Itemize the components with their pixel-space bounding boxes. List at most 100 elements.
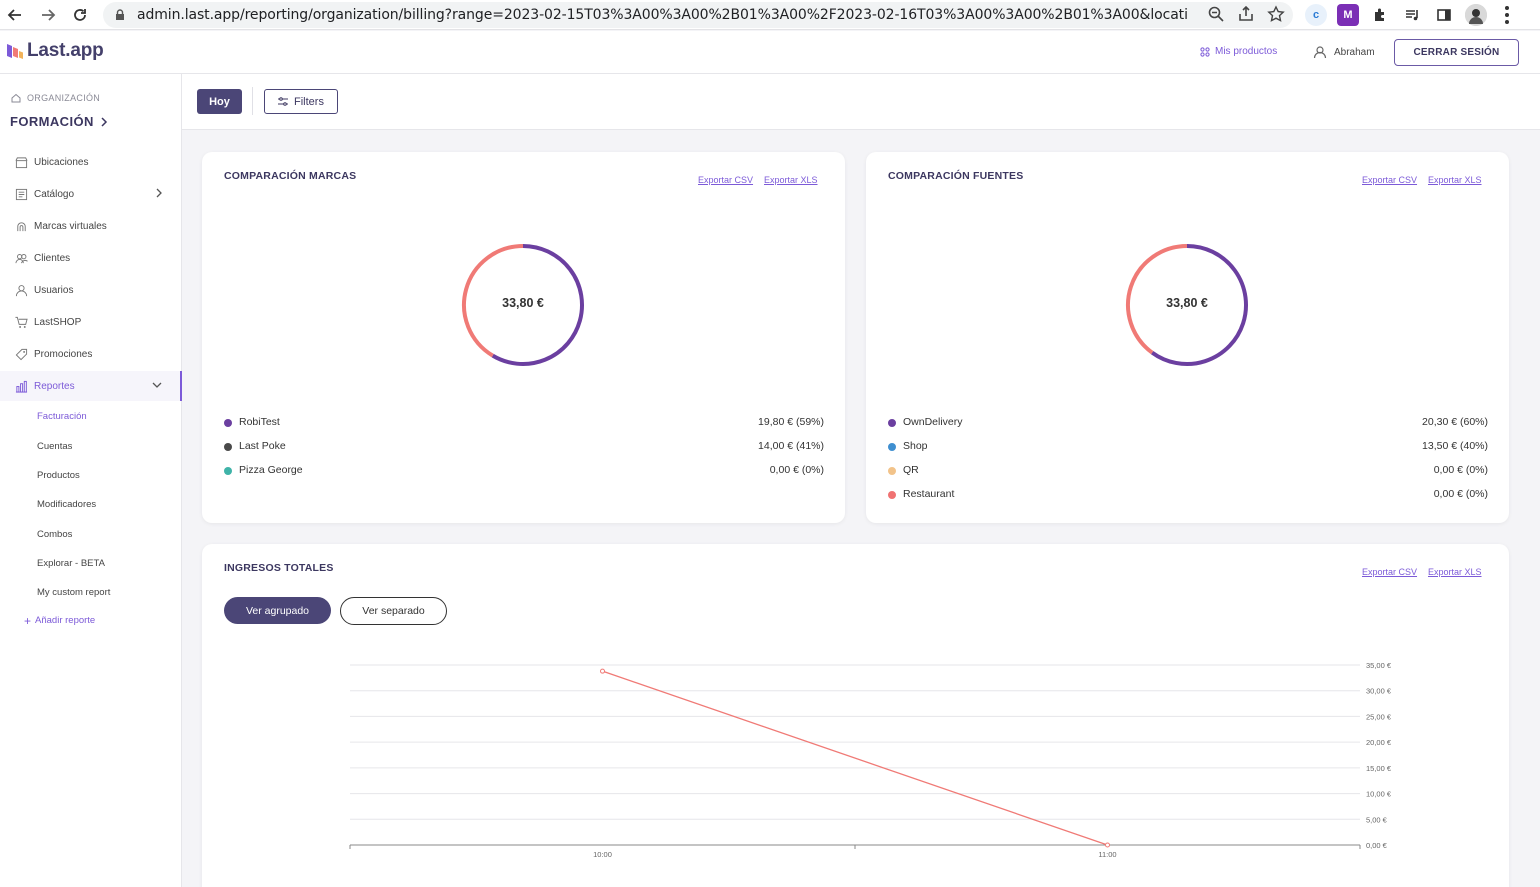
- donut-total: 33,80 €: [1166, 296, 1208, 310]
- legend-item: Shop 13,50 € (40%): [888, 440, 1488, 454]
- reload-icon[interactable]: [65, 0, 95, 30]
- star-icon[interactable]: [1267, 5, 1285, 23]
- media-icon[interactable]: [1401, 4, 1423, 26]
- zoom-icon[interactable]: [1207, 5, 1225, 23]
- legend-dot: [224, 467, 232, 475]
- org-selector[interactable]: FORMACIÓN: [10, 114, 108, 129]
- legend-item: OwnDelivery 20,30 € (60%): [888, 416, 1488, 430]
- my-products-label: Mis productos: [1215, 46, 1278, 57]
- extension-m-icon[interactable]: M: [1337, 4, 1359, 26]
- sidebar-item-ubicaciones[interactable]: Ubicaciones: [0, 147, 182, 177]
- sidebar-item-label: Ubicaciones: [34, 156, 89, 168]
- user-icon: [1313, 46, 1327, 59]
- store-icon: [14, 155, 28, 169]
- sidebar-item-promociones[interactable]: Promociones: [0, 339, 182, 369]
- donut-slice-owndelivery: [1150, 244, 1248, 366]
- sidebar: ORGANIZACIÓN FORMACIÓN Ubicaciones Catál…: [0, 74, 182, 887]
- filters-button[interactable]: Filters: [264, 89, 338, 114]
- plus-icon: +: [24, 613, 32, 628]
- legend-name: Pizza George: [239, 464, 303, 476]
- legend-item: RobiTest 19,80 € (59%): [224, 416, 824, 430]
- y-tick-label: 15,00 €: [1366, 764, 1392, 773]
- brands-donut-chart: [462, 244, 584, 366]
- my-products-link[interactable]: Mis productos: [1200, 46, 1277, 57]
- grid-icon: [1200, 46, 1210, 57]
- export-csv-link[interactable]: Exportar CSV: [1362, 175, 1418, 185]
- chevron-right-icon: [156, 188, 162, 198]
- extension-c-icon[interactable]: c: [1305, 4, 1327, 26]
- sidebar-subitem-explorar[interactable]: Explorar - BETA: [37, 558, 105, 569]
- back-icon[interactable]: [0, 0, 30, 30]
- puzzle-icon[interactable]: [1369, 4, 1391, 26]
- x-tick-label: 10:00: [593, 850, 612, 859]
- sidebar-item-label: LastSHOP: [34, 316, 82, 328]
- user-icon: [14, 283, 28, 297]
- sidebar-subitem-facturacion[interactable]: Facturación: [37, 411, 87, 422]
- export-csv-link[interactable]: Exportar CSV: [698, 175, 754, 185]
- sidebar-item-marcas-virtuales[interactable]: Marcas virtuales: [0, 211, 182, 241]
- logo[interactable]: Last.app: [6, 40, 104, 62]
- y-tick-label: 30,00 €: [1366, 687, 1392, 696]
- export-xls-link[interactable]: Exportar XLS: [1428, 175, 1482, 185]
- browser-menu-icon[interactable]: [1497, 4, 1517, 26]
- view-separate-button[interactable]: Ver separado: [340, 597, 447, 625]
- export-csv-link[interactable]: Exportar CSV: [1362, 567, 1418, 577]
- sidebar-subitem-cuentas[interactable]: Cuentas: [37, 441, 73, 452]
- legend-dot: [224, 419, 232, 427]
- sidebar-subitem-combos[interactable]: Combos: [37, 529, 73, 540]
- sliders-icon: [278, 97, 289, 106]
- add-report-button[interactable]: + Añadir reporte: [24, 613, 96, 628]
- sidebar-item-usuarios[interactable]: Usuarios: [0, 275, 182, 305]
- cart-icon: [14, 315, 28, 329]
- add-report-label: Añadir reporte: [35, 615, 96, 626]
- url-text: admin.last.app/reporting/organization/bi…: [137, 7, 1187, 23]
- sources-donut-chart: [1126, 244, 1248, 366]
- home-icon: [11, 93, 21, 103]
- sidebar-item-reportes[interactable]: Reportes: [0, 371, 182, 401]
- export-xls-link[interactable]: Exportar XLS: [1428, 567, 1482, 577]
- income-line-chart: 0,00 € 5,00 € 10,00 € 15,00 € 20,00 € 25,00 €…: [349, 661, 1392, 859]
- legend-item: Pizza George 0,00 € (0%): [224, 464, 824, 478]
- sources-comparison-card: COMPARACIÓN FUENTES Exportar CSV Exporta…: [866, 152, 1509, 523]
- logo-text: Last.app: [27, 40, 104, 61]
- export-xls-link[interactable]: Exportar XLS: [764, 175, 818, 185]
- view-grouped-button[interactable]: Ver agrupado: [224, 597, 331, 624]
- sidebar-subitem-custom-report[interactable]: My custom report: [37, 587, 111, 598]
- legend-value: 0,00 € (0%): [1433, 464, 1488, 476]
- y-tick-label: 0,00 €: [1366, 841, 1388, 850]
- users-icon: [14, 251, 28, 265]
- user-menu[interactable]: Abraham: [1313, 45, 1375, 59]
- divider: [252, 87, 253, 115]
- share-icon[interactable]: [1237, 5, 1255, 23]
- address-bar[interactable]: admin.last.app/reporting/organization/bi…: [103, 2, 1293, 28]
- legend-value: 19,80 € (59%): [758, 416, 824, 428]
- sidepanel-icon[interactable]: [1433, 4, 1455, 26]
- legend-dot: [888, 467, 896, 475]
- sidebar-item-catalogo[interactable]: Catálogo: [0, 179, 182, 209]
- series-line: [602, 670, 1108, 846]
- sidebar-item-clientes[interactable]: Clientes: [0, 243, 182, 273]
- chevron-right-icon: [101, 116, 107, 127]
- lock-icon: [116, 9, 124, 20]
- org-name: FORMACIÓN: [10, 114, 94, 129]
- card-title: COMPARACIÓN MARCAS: [224, 170, 357, 182]
- y-tick-label: 35,00 €: [1366, 661, 1392, 670]
- legend-value: 13,50 € (40%): [1422, 440, 1488, 452]
- sidebar-item-label: Catálogo: [34, 188, 75, 200]
- sidebar-subitem-productos[interactable]: Productos: [37, 470, 80, 481]
- legend-name: Last Poke: [239, 440, 286, 452]
- sidebar-item-lastshop[interactable]: LastSHOP: [0, 307, 182, 337]
- legend-name: QR: [903, 464, 919, 476]
- sidebar-subitem-modificadores[interactable]: Modificadores: [37, 499, 97, 510]
- catalog-icon: [14, 187, 28, 201]
- data-point[interactable]: [1105, 842, 1110, 848]
- forward-icon[interactable]: [33, 0, 63, 30]
- user-name: Abraham: [1334, 46, 1375, 58]
- today-button[interactable]: Hoy: [197, 89, 242, 114]
- y-tick-label: 20,00 €: [1366, 738, 1392, 747]
- data-point[interactable]: [600, 668, 605, 674]
- logout-button[interactable]: CERRAR SESIÓN: [1394, 39, 1519, 66]
- profile-avatar-icon[interactable]: [1465, 4, 1487, 26]
- legend-name: OwnDelivery: [903, 416, 963, 428]
- legend-name: Restaurant: [903, 488, 955, 500]
